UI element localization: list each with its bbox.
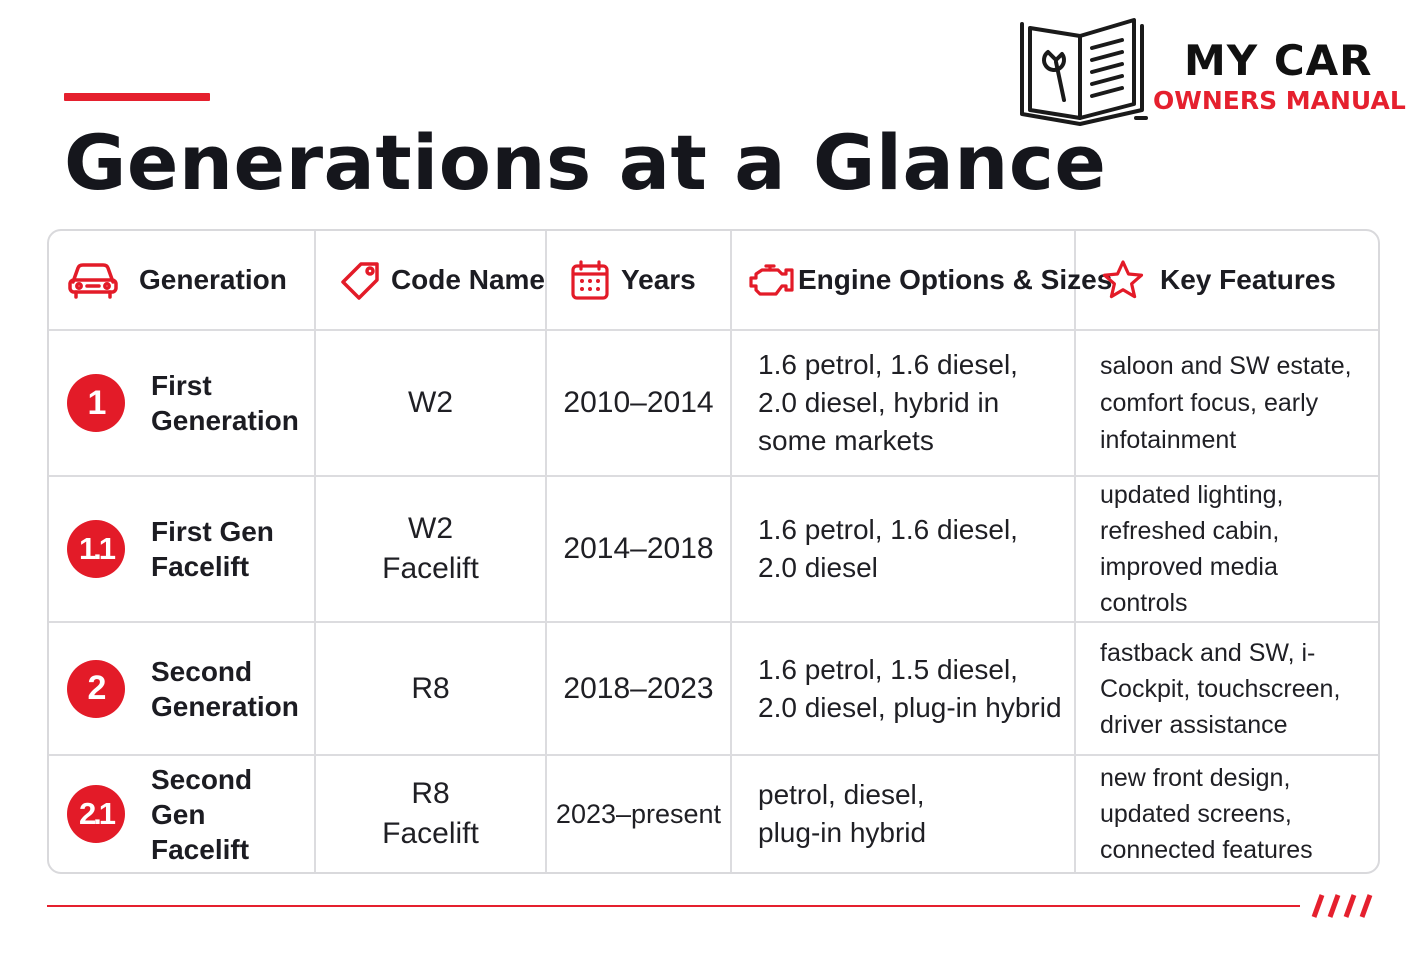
features-cell: saloon and SW estate, comfort focus, ear… (1075, 330, 1378, 477)
header-engine-options: Engine Options & Sizes (731, 231, 1112, 331)
calendar-icon (569, 258, 611, 302)
features-cell: new front design, updated screens, conne… (1075, 755, 1378, 872)
features-text: new front design, updated screens, conne… (1100, 764, 1313, 864)
generation-badge: 2 (67, 659, 125, 718)
header-label: Years (621, 264, 696, 295)
header-key-features: Key Features (1075, 231, 1378, 331)
header-label: Engine Options & Sizes (798, 264, 1113, 295)
header-label: Generation (139, 264, 287, 295)
header-code-name: Code Name (315, 231, 547, 331)
footer-rule (47, 905, 1300, 907)
brand-logo: MY CAR OWNERS MANUAL (1018, 14, 1418, 126)
manual-wrench-icon (1020, 18, 1148, 126)
engine-cell: 1.6 petrol, 1.5 diesel, 2.0 diesel, plug… (731, 622, 1076, 756)
generation-name: Second Gen Facelift (151, 763, 253, 865)
code-name-cell: R8 Facelift (315, 755, 547, 872)
code-name-cell: R8 (315, 622, 547, 756)
generation-badge: 1.1 (67, 520, 125, 578)
table-row: 2.1 Second Gen Facelift R8 Facelift 2023… (49, 755, 1378, 872)
car-icon (67, 258, 119, 302)
engine-text: petrol, diesel, plug-in hybrid (758, 779, 927, 848)
title-accent-bar (64, 93, 210, 101)
slash-decoration-icon (1311, 894, 1373, 918)
header-years: Years (546, 231, 732, 331)
generation-name: Second Generation (151, 655, 299, 722)
brand-tagline: OWNERS MANUAL (1153, 86, 1406, 115)
generation-name: First Generation (151, 370, 299, 436)
table-row: 1.1 First Gen Facelift W2 Facelift 2014–… (49, 476, 1378, 623)
features-cell: updated lighting, refreshed cabin, impro… (1075, 476, 1378, 623)
engine-icon (748, 258, 794, 302)
tag-icon (336, 258, 387, 302)
code-name-text: W2 Facelift (382, 512, 479, 585)
generation-badge: 2.1 (67, 785, 125, 843)
code-name-text: R8 Facelift (382, 777, 479, 850)
years-cell: 2023–present (546, 755, 732, 872)
engine-cell: 1.6 petrol, 1.6 diesel, 2.0 diesel, hybr… (731, 330, 1076, 477)
brand-name: MY CAR (1184, 36, 1373, 85)
generations-table: Generation Code Name (47, 229, 1380, 874)
table-header-row: Generation Code Name (49, 231, 1378, 331)
generation-cell: 1 First Generation (49, 330, 316, 477)
header-generation: Generation (49, 231, 316, 331)
generation-cell: 2.1 Second Gen Facelift (49, 755, 316, 872)
generation-badge: 1 (67, 374, 125, 432)
header-label: Key Features (1160, 264, 1336, 295)
table-row: 1 First Generation W2 2010–2014 1.6 petr… (49, 330, 1378, 477)
table-row: 2 Second Generation R8 2018–2023 1.6 pet… (49, 622, 1378, 756)
years-cell: 2018–2023 (546, 622, 732, 756)
engine-cell: 1.6 petrol, 1.6 diesel, 2.0 diesel (731, 476, 1076, 623)
star-icon (1100, 258, 1146, 302)
generation-cell: 1.1 First Gen Facelift (49, 476, 316, 623)
header-label: Code Name (390, 264, 545, 295)
page-title: Generations at a Glance (64, 118, 1107, 207)
years-cell: 2010–2014 (546, 330, 732, 477)
years-cell: 2014–2018 (546, 476, 732, 623)
engine-cell: petrol, diesel, plug-in hybrid (731, 755, 1076, 872)
generation-name: First Gen Facelift (151, 516, 274, 582)
code-name-cell: W2 (315, 330, 547, 477)
features-cell: fastback and SW, i-Cockpit, touchscreen,… (1075, 622, 1378, 756)
generation-cell: 2 Second Generation (49, 622, 316, 756)
code-name-cell: W2 Facelift (315, 476, 547, 623)
